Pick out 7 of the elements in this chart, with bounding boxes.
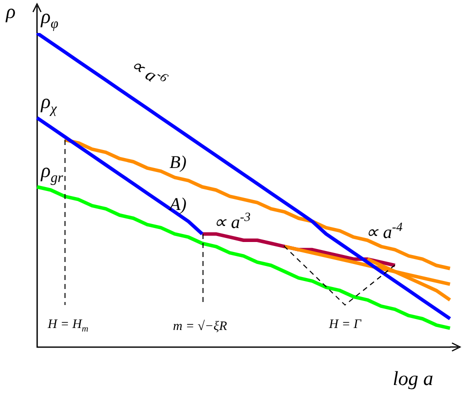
annotation: B) xyxy=(170,152,187,172)
annotation: m = √−ξR xyxy=(172,318,228,333)
annotation: H = Γ xyxy=(328,316,362,331)
x-axis-title: log a xyxy=(392,368,434,390)
y-axis-title: ρ xyxy=(5,1,16,23)
annotation: ∝ a-6 xyxy=(127,54,172,86)
annotation: A) xyxy=(168,194,187,214)
